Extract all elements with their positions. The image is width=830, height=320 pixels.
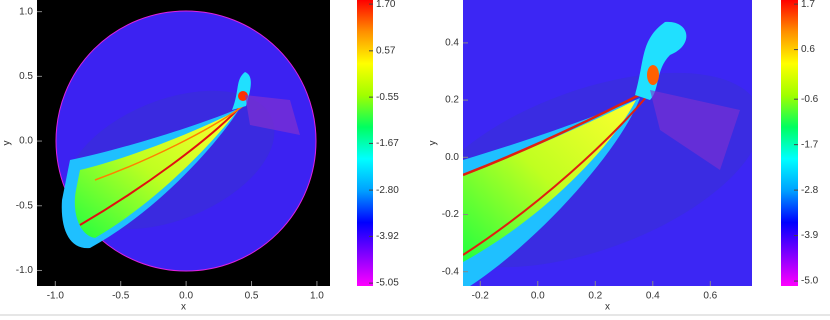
y-tick-label: 0.0 [19, 136, 33, 147]
y-tick-label: 1.0 [19, 6, 33, 17]
x-tick-label: 0.2 [588, 291, 602, 302]
x-tick-label: 0.6 [703, 291, 717, 302]
y-tick-label: -0.4 [442, 266, 460, 277]
colorbar-tick-label: -2.8 [801, 185, 819, 196]
colorbar-tick-label: 0.6 [801, 44, 815, 55]
colorbar-tick-label: -1.67 [376, 138, 399, 149]
colorbar-tick-label: 0.57 [376, 45, 396, 56]
colorbar-tick-label: -1.7 [801, 139, 819, 150]
x-tick-label: 0.0 [179, 291, 193, 302]
field-right [463, 0, 752, 286]
colorbar-tick-label: 1.70 [376, 0, 396, 10]
colorbar-tick-label: -3.92 [376, 231, 399, 242]
colorbar-tick-label: 1.7 [801, 0, 815, 10]
y-tick-label: -0.5 [16, 200, 34, 211]
x-tick-label: 0.4 [646, 291, 660, 302]
y-tick-label: -1.0 [16, 265, 34, 276]
field-left [37, 0, 330, 286]
x-axis-label: x [605, 302, 610, 313]
colorbar-tick-label: -5.05 [376, 278, 399, 289]
colorbar-tick-label: -2.80 [376, 185, 399, 196]
y-axis-label: y [428, 141, 439, 146]
colorbar-tick-label: -0.55 [376, 92, 399, 103]
y-tick-label: 0.4 [445, 38, 459, 49]
x-tick-label: -0.2 [472, 291, 490, 302]
x-tick-label: 1.0 [310, 291, 324, 302]
colorbar-tick-label: -0.6 [801, 94, 819, 105]
colorbar-tick-label: -5.0 [801, 276, 819, 287]
x-axis-label: x [181, 302, 186, 313]
x-tick-label: 0.0 [531, 291, 545, 302]
x-tick-label: -1.0 [47, 291, 65, 302]
x-tick-label: -0.5 [112, 291, 130, 302]
colorbar [357, 0, 373, 286]
y-axis-label: y [2, 141, 13, 146]
colorbar-tick-label: -3.9 [801, 230, 819, 241]
colorbar [781, 0, 798, 286]
y-tick-label: 0.0 [445, 152, 459, 163]
y-tick-label: -0.2 [442, 209, 460, 220]
y-tick-label: 0.5 [19, 71, 33, 82]
y-tick-label: 0.2 [445, 95, 459, 106]
x-tick-label: 0.5 [245, 291, 259, 302]
